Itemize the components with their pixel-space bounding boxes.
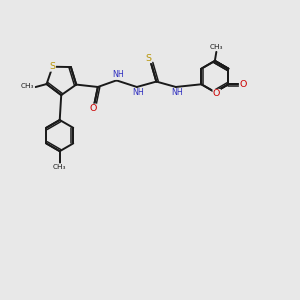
Text: NH: NH (112, 70, 124, 80)
Text: S: S (50, 62, 56, 71)
Text: NH: NH (132, 88, 144, 98)
Text: O: O (89, 104, 96, 113)
Text: CH₃: CH₃ (53, 164, 67, 170)
Text: CH₃: CH₃ (21, 83, 34, 89)
Text: NH: NH (171, 88, 183, 98)
Text: O: O (239, 80, 247, 89)
Text: CH₃: CH₃ (210, 44, 223, 50)
Text: O: O (213, 89, 220, 98)
Text: S: S (146, 54, 152, 63)
